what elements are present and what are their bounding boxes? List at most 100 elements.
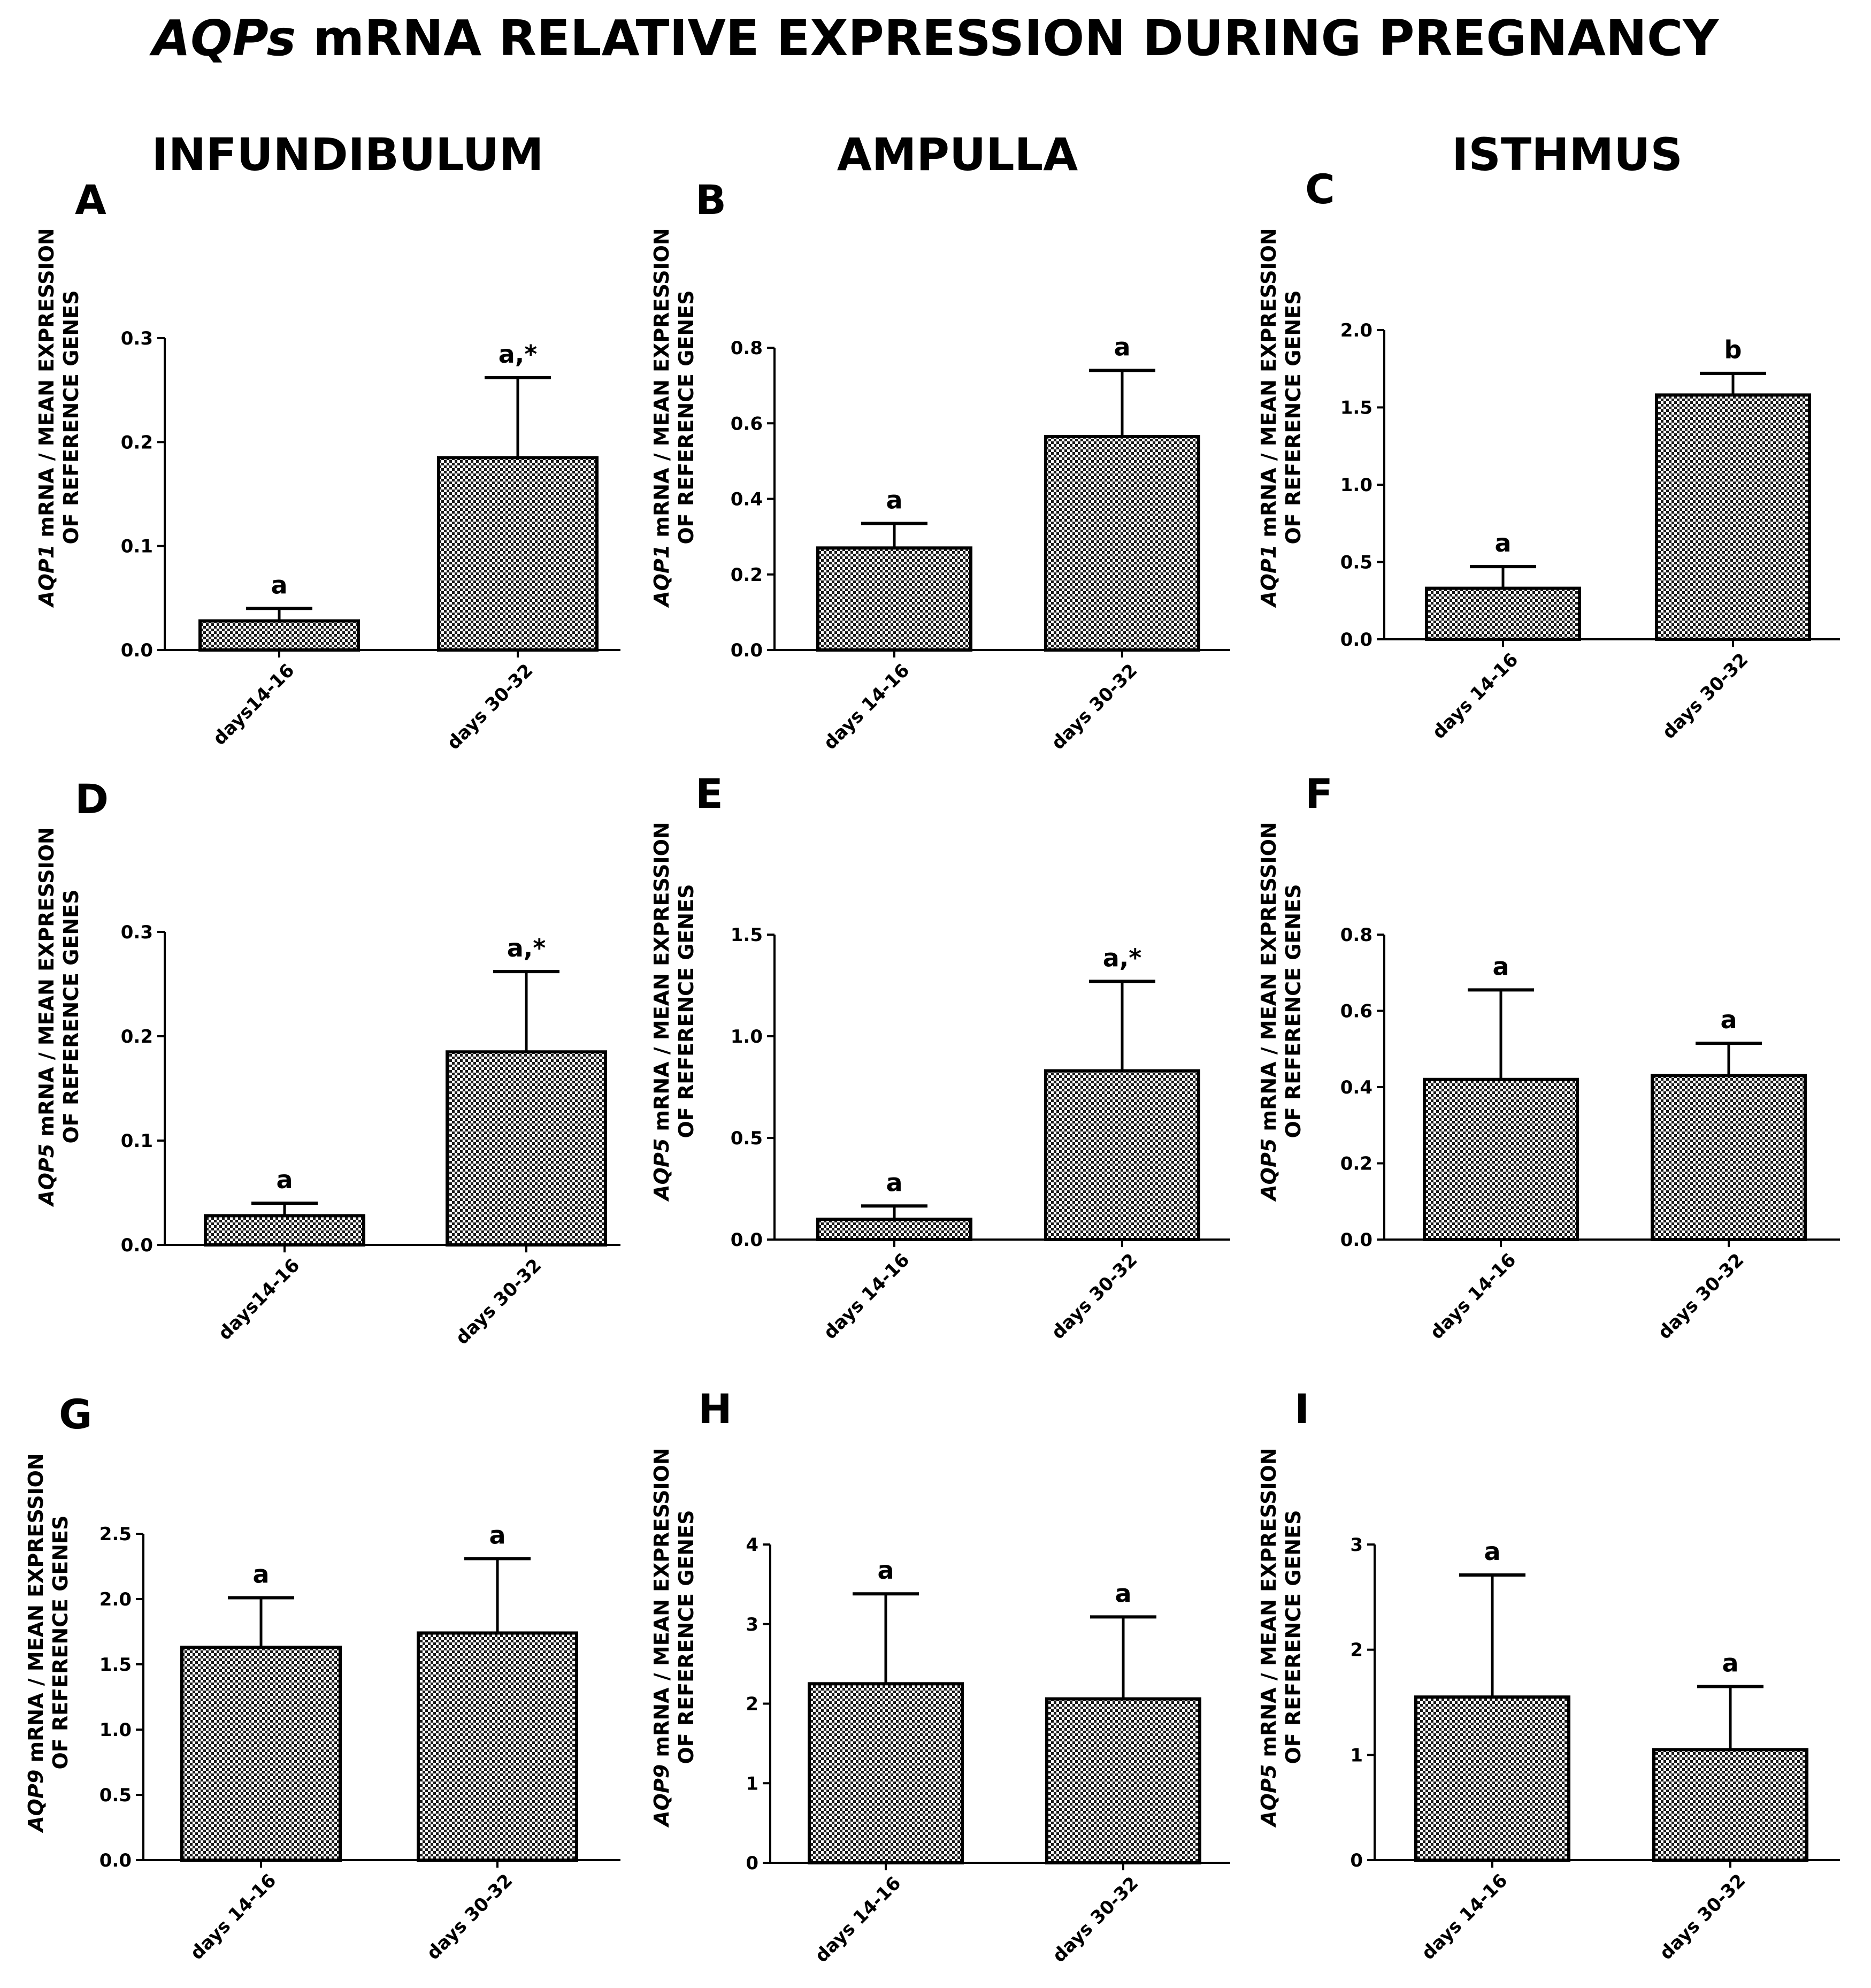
bar-a-2	[437, 456, 599, 652]
y-axis-label-line1-d: mRNA / MEAN EXPRESSION	[35, 827, 58, 1143]
sig-label-h-1: a	[877, 1556, 894, 1585]
x-tick-label-d-2: days 30-32	[451, 1255, 546, 1349]
y-axis-label-e: AQP5 mRNA / MEAN EXPRESSIONOF REFERENCE …	[650, 822, 698, 1202]
y-axis-label-line2-c: OF REFERENCE GENES	[1282, 290, 1305, 545]
y-axis-label-line1-b: mRNA / MEAN EXPRESSION	[650, 228, 673, 544]
column-header-infundibulum: INFUNDIBULUM	[151, 128, 544, 181]
y-tick-label-c: 2.0	[1340, 320, 1372, 341]
panel-letter-g: G	[59, 1390, 92, 1438]
y-tick-label-i: 1	[1350, 1745, 1363, 1766]
y-tick-label-g: 1.5	[99, 1654, 132, 1676]
x-tick-label-i-2: days 30-32	[1655, 1870, 1750, 1964]
title-rest: mRNA RELATIVE EXPRESSION DURING PREGNANC…	[296, 10, 1719, 67]
x-tick-label-a-2: days 30-32	[443, 660, 537, 754]
panel-letter-b: B	[695, 176, 726, 224]
x-tick-label-c-1: days 14-16	[1428, 649, 1522, 743]
bar-a-1	[198, 619, 360, 652]
y-axis-gene-f: AQP5	[1257, 1138, 1280, 1202]
y-tick-label-e: 1.5	[731, 924, 763, 946]
y-axis-label-line1-f: mRNA / MEAN EXPRESSION	[1257, 822, 1280, 1138]
x-tick-label-b-2: days 30-32	[1047, 660, 1141, 754]
y-tick-label-e: 0.0	[731, 1229, 763, 1251]
sig-label-h-2: a	[1115, 1579, 1131, 1608]
y-axis-label-f: AQP5 mRNA / MEAN EXPRESSIONOF REFERENCE …	[1257, 822, 1305, 1202]
y-tick-label-e: 1.0	[731, 1026, 763, 1047]
y-axis-gene-e: AQP5	[650, 1138, 673, 1202]
y-axis-label-line2-d: OF REFERENCE GENES	[59, 890, 83, 1144]
y-tick-label-a: 0.0	[121, 640, 153, 661]
y-axis-label-line2-e: OF REFERENCE GENES	[674, 884, 698, 1138]
x-tick-label-h-1: days 14-16	[811, 1872, 905, 1967]
title-gene-prefix: AQPs	[152, 10, 296, 67]
bar-g-1	[180, 1646, 342, 1862]
y-axis-label-line2-b: OF REFERENCE GENES	[674, 290, 698, 545]
sig-label-f-2: a	[1720, 1005, 1737, 1034]
sig-label-d-2: a,*	[507, 934, 546, 962]
x-tick-label-a-1: days14-16	[209, 660, 299, 750]
y-tick-label-h: 3	[746, 1614, 758, 1635]
y-tick-label-c: 1.0	[1340, 475, 1372, 496]
y-tick-label-b: 0.0	[731, 640, 763, 661]
sig-label-c-2: b	[1724, 335, 1742, 364]
y-tick-label-h: 2	[746, 1694, 758, 1715]
y-tick-label-b: 0.2	[731, 564, 763, 586]
panel-letter-d: D	[75, 775, 109, 823]
column-header-isthmus: ISTHMUS	[1452, 128, 1683, 181]
sig-label-a-2: a,*	[499, 340, 538, 369]
y-axis-gene-a: AQP1	[35, 545, 58, 608]
y-axis-label-line2-i: OF REFERENCE GENES	[1282, 1510, 1305, 1764]
y-axis-label-g: AQP9 mRNA / MEAN EXPRESSIONOF REFERENCE …	[24, 1453, 72, 1833]
panel-letter-i: I	[1294, 1385, 1309, 1433]
bar-e-1	[816, 1218, 972, 1241]
y-axis-label-line1-i: mRNA / MEAN EXPRESSION	[1257, 1448, 1280, 1764]
bar-h-1	[808, 1682, 964, 1864]
y-tick-label-g: 2.0	[99, 1589, 132, 1610]
y-tick-label-b: 0.6	[731, 413, 763, 434]
sig-label-d-1: a	[276, 1165, 293, 1194]
figure-title: AQPs mRNA RELATIVE EXPRESSION DURING PRE…	[0, 10, 1871, 67]
bar-d-1	[204, 1214, 365, 1247]
y-axis-gene-h: AQP9	[650, 1764, 673, 1828]
y-tick-label-f: 0.4	[1340, 1077, 1372, 1098]
x-tick-label-d-1: days14-16	[214, 1255, 304, 1344]
y-tick-label-e: 0.5	[731, 1128, 763, 1149]
y-axis-label-line1-a: mRNA / MEAN EXPRESSION	[35, 228, 58, 544]
sig-label-i-1: a	[1484, 1537, 1500, 1566]
y-tick-label-c: 0.5	[1340, 552, 1372, 574]
sig-label-e-2: a,*	[1103, 943, 1142, 972]
sig-label-g-1: a	[252, 1560, 269, 1589]
x-tick-label-f-1: days 14-16	[1426, 1249, 1520, 1343]
sig-label-a-1: a	[271, 570, 287, 599]
bar-f-2	[1651, 1074, 1807, 1241]
sig-label-i-2: a	[1722, 1649, 1738, 1678]
y-axis-gene-d: AQP5	[35, 1144, 58, 1207]
y-axis-label-c: AQP1 mRNA / MEAN EXPRESSIONOF REFERENCE …	[1257, 228, 1305, 608]
x-tick-label-c-2: days 30-32	[1658, 649, 1752, 743]
x-tick-label-f-2: days 30-32	[1654, 1249, 1748, 1343]
y-tick-label-h: 0	[746, 1853, 758, 1874]
y-tick-label-d: 0.2	[121, 1026, 153, 1047]
y-tick-label-a: 0.3	[121, 328, 153, 349]
panel-letter-a: A	[75, 176, 106, 224]
sig-label-b-1: a	[886, 485, 902, 514]
sig-label-b-2: a	[1114, 332, 1130, 361]
bar-i-1	[1414, 1695, 1570, 1862]
y-axis-label-a: AQP1 mRNA / MEAN EXPRESSIONOF REFERENCE …	[35, 228, 83, 608]
y-axis-label-line2-f: OF REFERENCE GENES	[1282, 884, 1305, 1138]
y-tick-label-f: 0.0	[1340, 1229, 1372, 1251]
y-tick-label-a: 0.2	[121, 432, 153, 453]
panel-letter-f: F	[1305, 770, 1333, 817]
y-axis-label-b: AQP1 mRNA / MEAN EXPRESSIONOF REFERENCE …	[650, 228, 698, 608]
y-tick-label-g: 0.5	[99, 1785, 132, 1806]
sig-label-e-1: a	[886, 1168, 902, 1197]
x-tick-label-i-1: days 14-16	[1417, 1870, 1512, 1964]
panel-letter-e: E	[695, 770, 723, 817]
x-tick-label-e-1: days 14-16	[819, 1249, 914, 1343]
y-tick-label-h: 4	[746, 1534, 758, 1556]
y-tick-label-i: 3	[1350, 1534, 1363, 1556]
x-tick-label-e-2: days 30-32	[1047, 1249, 1141, 1343]
y-tick-label-c: 0.0	[1340, 629, 1372, 651]
y-axis-label-line1-c: mRNA / MEAN EXPRESSION	[1257, 228, 1280, 544]
y-tick-label-d: 0.3	[121, 922, 153, 943]
